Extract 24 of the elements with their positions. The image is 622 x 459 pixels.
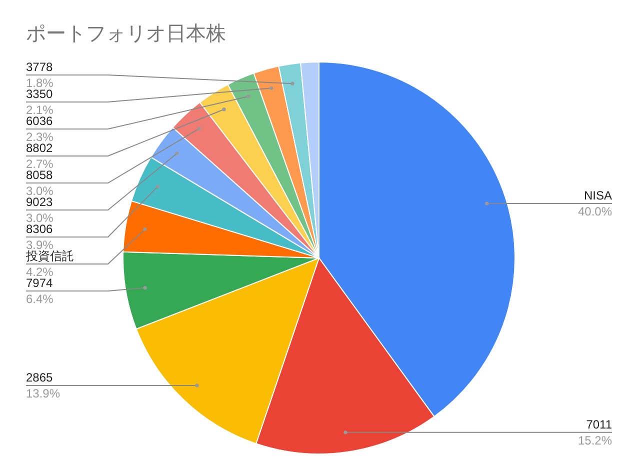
slice-label: 6036 (26, 114, 54, 128)
data-label: 1.8% (26, 76, 54, 90)
slice-label: 7974 (26, 276, 54, 290)
data-label: 6.4% (26, 292, 54, 306)
slice-label: NISA (584, 188, 612, 202)
slice-label: 8802 (26, 141, 54, 155)
data-label: 2.7% (26, 157, 54, 171)
data-label: 4.2% (26, 265, 54, 279)
data-label: 2.3% (26, 130, 54, 144)
slice-label: 9023 (26, 195, 54, 209)
slice-label: 投資信託 (25, 249, 74, 263)
data-label: 3.0% (26, 211, 54, 225)
slice-label: 2865 (26, 370, 54, 384)
data-label: 3.0% (26, 184, 54, 198)
data-label: 15.2% (578, 433, 612, 448)
slice-label: 3350 (26, 87, 54, 101)
chart-title: ポートフォリオ日本株 (26, 23, 226, 45)
slice-label: 8306 (26, 222, 54, 236)
data-label: 13.9% (26, 386, 60, 400)
slice-label: 7011 (586, 417, 612, 432)
data-label: 2.1% (26, 103, 54, 117)
slice-label: 3778 (26, 60, 54, 74)
slice-label: 8058 (26, 168, 54, 182)
data-label: 40.0% (578, 204, 612, 218)
